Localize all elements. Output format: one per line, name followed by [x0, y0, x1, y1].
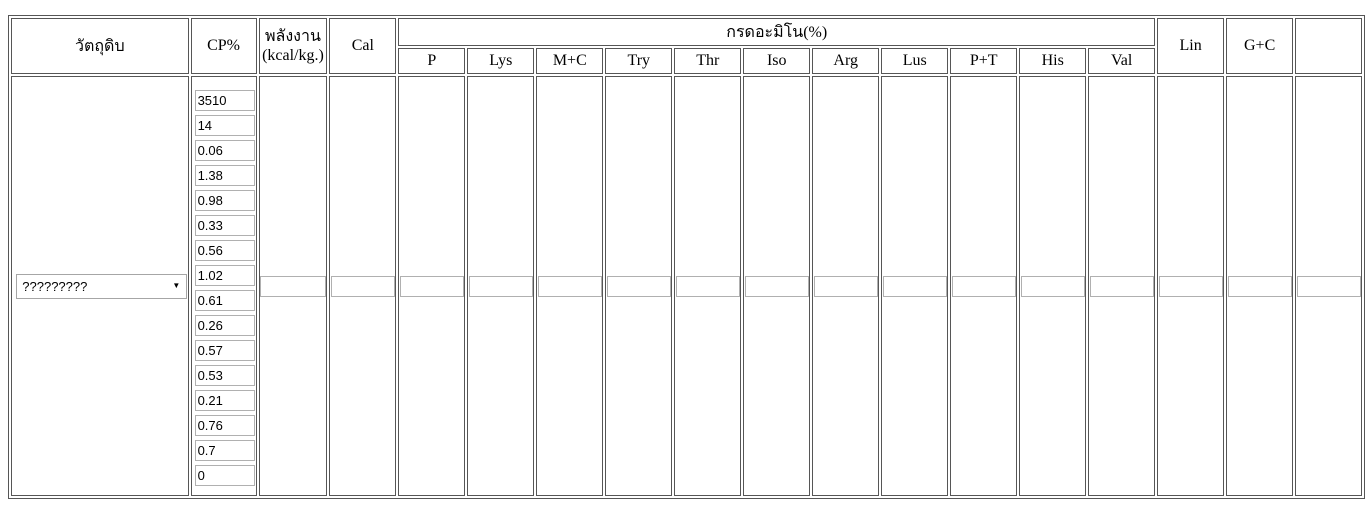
header-row-amino: P Lys M+C Try Thr Iso Arg Lus P+T His Va…: [11, 48, 1362, 74]
amino-val-input[interactable]: [1089, 275, 1154, 297]
amino-try-cell: [605, 76, 673, 496]
amino-iso-input[interactable]: [744, 275, 809, 297]
amino-col-header-lys: Lys: [467, 48, 535, 74]
amino-mc-cell: [536, 76, 604, 496]
cp-input-2[interactable]: [194, 114, 255, 136]
cp-input-16[interactable]: [194, 464, 255, 486]
header-row-top: วัตถุดิบ CP% พลังงาน (kcal/kg.) Cal กรดอ…: [11, 18, 1362, 74]
amino-pt-cell: [950, 76, 1018, 496]
lin-cell: [1157, 76, 1225, 496]
amino-arg-input[interactable]: [813, 275, 878, 297]
amino-col-header-mc: M+C: [536, 48, 604, 74]
amino-col-header-pt: P+T: [950, 48, 1018, 74]
amino-thr-cell: [674, 76, 742, 496]
amino-mc-input[interactable]: [537, 275, 602, 297]
cp-input-12[interactable]: [194, 364, 255, 386]
col-header-gc: G+C: [1226, 18, 1294, 74]
amino-lys-input[interactable]: [468, 275, 533, 297]
ingredient-select-wrap: ????????? ▼: [16, 273, 188, 299]
amino-arg-cell: [812, 76, 880, 496]
amino-p-cell: [398, 76, 466, 496]
amino-col-header-p: P: [398, 48, 466, 74]
amino-col-header-iso: Iso: [743, 48, 811, 74]
amino-lus-input[interactable]: [882, 275, 947, 297]
cp-input-7[interactable]: [194, 239, 255, 261]
energy-cell: [258, 76, 328, 496]
col-header-energy: พลังงาน (kcal/kg.): [258, 18, 328, 74]
cp-input-13[interactable]: [194, 389, 255, 411]
gc-cell: [1226, 76, 1294, 496]
amino-iso-cell: [743, 76, 811, 496]
col-header-ingredient: วัตถุดิบ: [11, 18, 189, 74]
edge-input[interactable]: [1296, 275, 1361, 297]
feed-formulation-table: วัตถุดิบ CP% พลังงาน (kcal/kg.) Cal กรดอ…: [8, 15, 1365, 499]
col-header-energy-line2: (kcal/kg.): [262, 47, 324, 64]
amino-lus-cell: [881, 76, 949, 496]
amino-val-cell: [1088, 76, 1156, 496]
cp-input-8[interactable]: [194, 264, 255, 286]
amino-pt-input[interactable]: [951, 275, 1016, 297]
cp-input-4[interactable]: [194, 164, 255, 186]
amino-his-cell: [1019, 76, 1087, 496]
ingredient-cell: ????????? ▼: [11, 76, 189, 496]
amino-col-header-val: Val: [1088, 48, 1156, 74]
lin-input[interactable]: [1158, 275, 1223, 297]
cp-values-cell: [190, 76, 257, 496]
amino-thr-input[interactable]: [675, 275, 740, 297]
cp-input-3[interactable]: [194, 139, 255, 161]
amino-try-input[interactable]: [606, 275, 671, 297]
edge-cell: [1295, 76, 1362, 496]
cp-input-10[interactable]: [194, 314, 255, 336]
amino-col-header-arg: Arg: [812, 48, 880, 74]
cal-input[interactable]: [330, 275, 395, 297]
col-header-cal: Cal: [329, 18, 397, 74]
ingredient-data-row: ????????? ▼: [11, 76, 1362, 496]
cp-input-5[interactable]: [194, 189, 255, 211]
feed-formulation-table-wrap: วัตถุดิบ CP% พลังงาน (kcal/kg.) Cal กรดอ…: [8, 15, 1365, 499]
amino-col-header-thr: Thr: [674, 48, 742, 74]
amino-col-header-lus: Lus: [881, 48, 949, 74]
col-header-cp: CP%: [190, 18, 257, 74]
energy-input[interactable]: [259, 275, 326, 297]
cp-input-15[interactable]: [194, 439, 255, 461]
col-header-edge: [1295, 18, 1362, 74]
col-header-energy-line1: พลังงาน: [265, 28, 321, 45]
amino-col-header-his: His: [1019, 48, 1087, 74]
gc-input[interactable]: [1227, 275, 1292, 297]
amino-lys-cell: [467, 76, 535, 496]
cal-cell: [329, 76, 397, 496]
cp-input-6[interactable]: [194, 214, 255, 236]
cp-input-stack: [192, 87, 256, 486]
amino-col-header-try: Try: [605, 48, 673, 74]
cp-input-1[interactable]: [194, 89, 255, 111]
cp-input-9[interactable]: [194, 289, 255, 311]
col-header-amino-group: กรดอะมิโน(%): [398, 18, 1156, 46]
cp-input-14[interactable]: [194, 414, 255, 436]
cp-input-11[interactable]: [194, 339, 255, 361]
col-header-lin: Lin: [1157, 18, 1225, 74]
amino-his-input[interactable]: [1020, 275, 1085, 297]
ingredient-select[interactable]: ?????????: [16, 273, 188, 299]
amino-p-input[interactable]: [399, 275, 464, 297]
